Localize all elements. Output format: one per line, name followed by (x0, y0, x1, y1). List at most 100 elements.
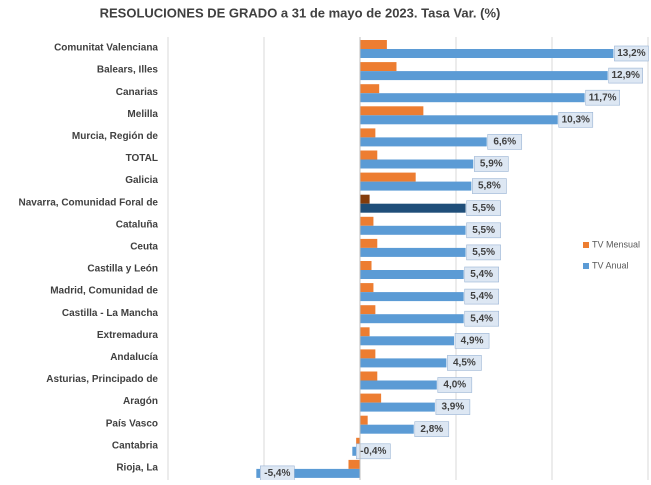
y-tick-label: Madrid, Comunidad de (50, 286, 158, 297)
y-tick-label: Ceuta (130, 242, 158, 253)
bar (360, 371, 378, 381)
bar (360, 327, 370, 337)
data-label-box (435, 399, 471, 415)
bar (360, 150, 378, 160)
y-tick-label: Balears, Illes (97, 65, 159, 76)
y-tick-label: País Vasco (106, 418, 158, 429)
data-label-box (585, 89, 620, 106)
y-tick-label: Melilla (127, 109, 158, 120)
y-tick-label: Comunitat Valenciana (54, 43, 158, 54)
y-tick-label: Extremadura (97, 330, 159, 341)
bar (360, 314, 464, 324)
bar (360, 49, 614, 58)
y-tick-label: Castilla y León (87, 264, 158, 275)
bar (360, 292, 464, 302)
y-tick-label: Cataluña (116, 219, 159, 230)
y-tick-label: Asturias, Principado de (46, 374, 158, 385)
data-label-box (464, 310, 499, 327)
y-tick-label: Rioja, La (116, 463, 158, 474)
y-tick-label: Galicia (125, 175, 158, 186)
data-label: 4,5% (453, 358, 476, 369)
y-tick-label: TOTAL (126, 153, 158, 164)
bar (360, 349, 376, 359)
data-label-box (466, 222, 501, 239)
bar (360, 238, 378, 248)
bar (360, 393, 382, 403)
data-label-box (466, 244, 501, 261)
legend-label: TV Mensual (592, 239, 640, 249)
data-label: 6,6% (493, 137, 516, 148)
data-label: 5,4% (470, 269, 493, 280)
y-tick-label: Castilla - La Mancha (62, 308, 159, 319)
bar (360, 203, 466, 213)
bar (360, 194, 370, 204)
bar (360, 84, 380, 94)
data-label: 5,4% (470, 313, 493, 324)
data-label-box (454, 332, 490, 349)
data-label: 5,8% (478, 181, 501, 192)
bar (360, 40, 387, 49)
legend-label: TV Anual (592, 260, 629, 270)
data-label-box (614, 45, 649, 62)
data-label: 4,0% (443, 380, 466, 391)
bar (360, 216, 374, 226)
bar (360, 270, 464, 279)
data-label: 4,9% (461, 335, 484, 346)
data-label: 3,9% (441, 402, 464, 413)
bar (360, 93, 585, 103)
data-label-box (472, 178, 507, 194)
bar (360, 172, 416, 182)
data-label: 5,9% (480, 159, 503, 170)
bar (360, 115, 558, 125)
bar (360, 137, 487, 147)
bar (360, 62, 397, 72)
data-label-box (466, 200, 501, 216)
legend-swatch (583, 263, 589, 269)
data-label: 2,8% (420, 424, 443, 435)
bar (360, 380, 437, 390)
bar (360, 106, 424, 116)
bar (360, 159, 474, 169)
data-label-box (356, 443, 391, 460)
bar (360, 128, 376, 138)
bar (360, 181, 472, 191)
data-label: 13,2% (617, 48, 645, 59)
bar (360, 336, 455, 346)
bar (360, 225, 466, 235)
data-label: 5,5% (472, 225, 495, 236)
y-tick-label: Murcia, Región de (72, 131, 159, 142)
data-label: 5,5% (472, 203, 495, 214)
bar (360, 358, 447, 368)
data-label-box (437, 377, 473, 393)
y-tick-label: Cantabria (112, 440, 159, 451)
bar (360, 415, 368, 425)
bar (348, 459, 360, 469)
chart-title: RESOLUCIONES DE GRADO a 31 de mayo de 20… (100, 5, 501, 20)
bar (360, 402, 435, 412)
data-label: 11,7% (589, 92, 617, 103)
y-tick-label: Aragón (123, 396, 158, 407)
data-label: 5,5% (472, 247, 495, 258)
data-label: 12,9% (612, 70, 640, 81)
data-label-box (414, 421, 450, 438)
data-label: 10,3% (562, 114, 590, 125)
data-label-box (464, 266, 499, 283)
data-label: -0,4% (360, 446, 386, 457)
data-label-box (447, 355, 482, 371)
data-label: 5,4% (470, 291, 493, 302)
y-tick-label: Andalucía (110, 352, 158, 363)
data-label-box (464, 288, 499, 305)
bar (360, 71, 608, 81)
y-tick-label: Navarra, Comunidad Foral de (19, 197, 159, 208)
y-tick-label: Canarias (116, 87, 159, 98)
bar (356, 437, 360, 447)
data-label: -5,4% (264, 468, 290, 479)
data-label-box (487, 134, 523, 150)
bar (360, 424, 414, 434)
bar (256, 468, 360, 478)
bar (360, 305, 376, 315)
bar (360, 261, 372, 270)
legend-swatch (583, 242, 589, 248)
bar (360, 283, 374, 293)
